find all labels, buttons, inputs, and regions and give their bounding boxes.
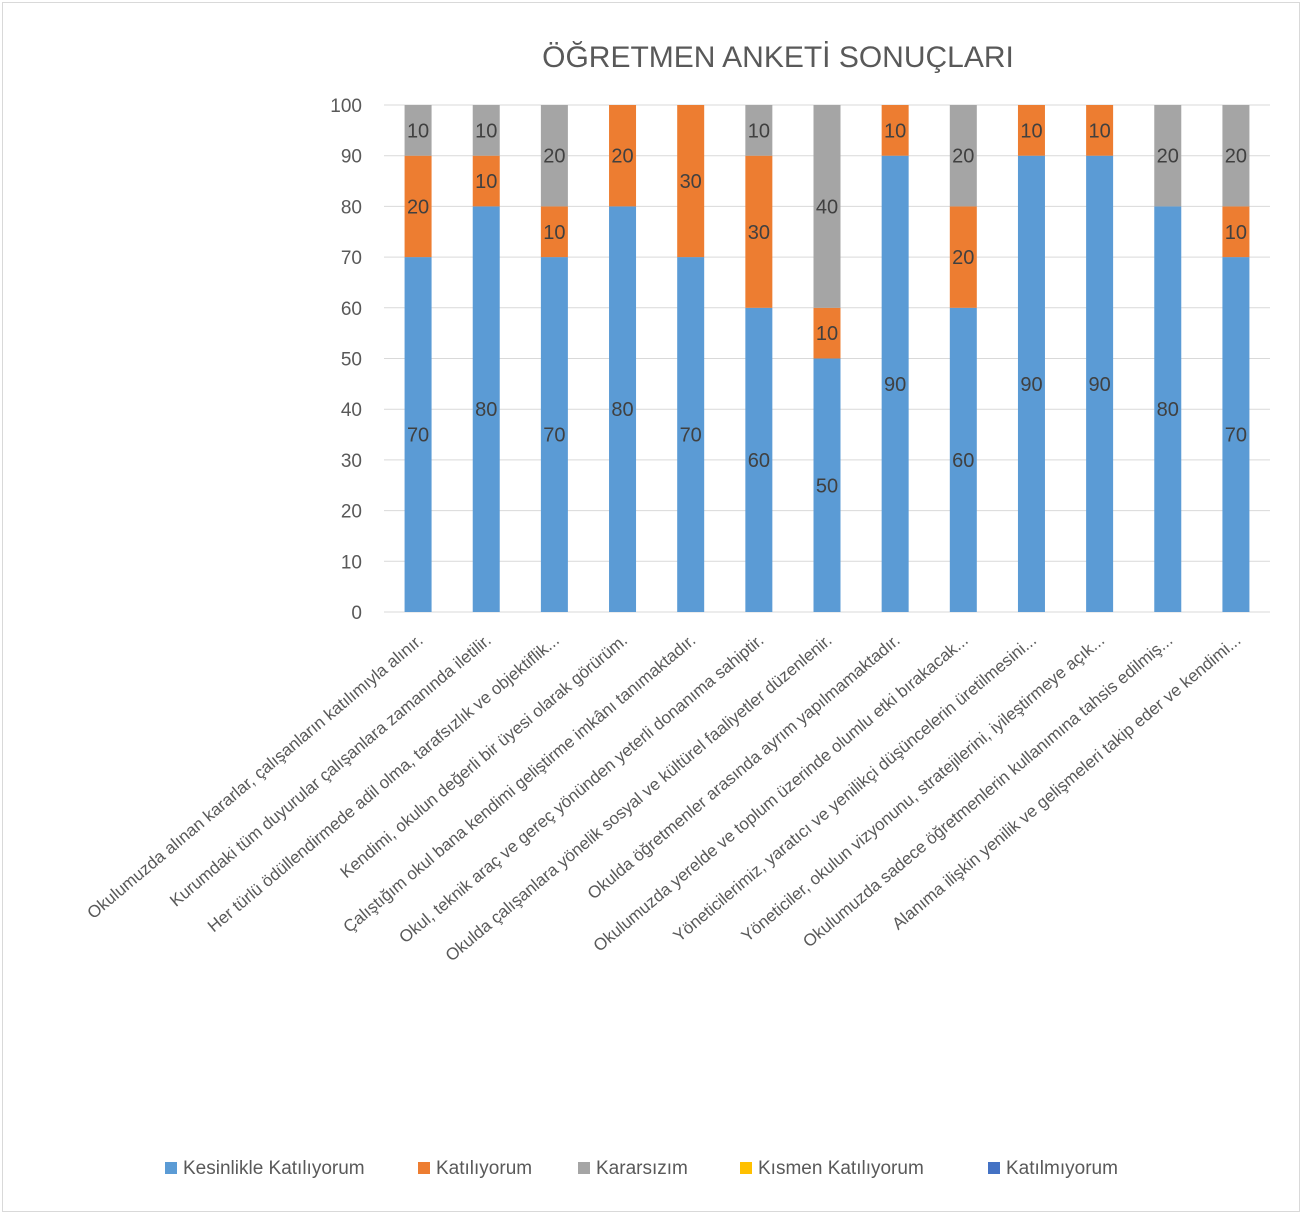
bar-segment [540,257,568,612]
bar-segment [472,155,500,207]
legend: Kesinlikle Katılıyorum Katılıyorum Kararsı… [165,1158,1118,1179]
data-label: 20 [543,146,565,168]
y-tick-label: 20 [341,502,362,523]
data-labels: 70 20 10 80 10 10 70 10 20 80 20 70 30 60 30 10 50 10 40 90… [407,120,1247,497]
bar-segment [1017,105,1045,156]
bar-segment [677,257,705,612]
bar-segment [949,105,977,207]
data-label: 70 [680,425,702,447]
data-label: 20 [407,196,429,218]
bar-segment [813,307,841,359]
legend-label: Kararsızım [596,1158,688,1179]
x-tick-label: Kurumdaki tüm duyurular çalışanlara zama… [166,631,495,911]
bar-segment [1154,105,1182,207]
data-label: 20 [1225,146,1247,168]
bar-segment [1086,155,1114,612]
data-label: 70 [407,425,429,447]
y-tick-label: 10 [341,552,362,573]
legend-label: Kısmen Katılıyorum [758,1158,924,1179]
data-label: 10 [475,171,497,193]
y-tick-label: 40 [341,400,362,421]
bar-segment [1222,206,1250,258]
data-label: 60 [748,450,770,472]
y-tick-label: 0 [351,603,362,624]
legend-swatch [418,1162,430,1174]
bar-segment [404,257,432,612]
data-label: 80 [475,399,497,421]
legend-swatch [988,1162,1000,1174]
data-label: 50 [816,475,838,497]
y-tick-label: 50 [341,350,362,371]
bar-segment [609,105,637,207]
data-label: 10 [816,323,838,345]
legend-swatch [740,1162,752,1174]
data-label: 90 [884,374,906,396]
data-label: 70 [1225,425,1247,447]
y-tick-label: 90 [341,147,362,168]
legend-swatch [165,1162,177,1174]
bar-segment [1222,257,1250,612]
data-label: 20 [952,146,974,168]
data-label: 20 [952,247,974,269]
bar-segment [813,105,841,308]
data-label: 40 [816,196,838,218]
bar-segment [745,105,773,156]
data-label: 20 [1157,146,1179,168]
data-label: 10 [748,120,770,142]
bar-segment [609,206,637,612]
data-label: 90 [1088,374,1110,396]
bar-segment [881,105,909,156]
bar-segment [813,358,841,612]
bar-segment [404,105,432,156]
data-label: 30 [680,171,702,193]
data-label: 80 [1157,399,1179,421]
bar-segment [472,105,500,156]
data-label: 10 [543,222,565,244]
bar-segment [881,155,909,612]
data-label: 10 [1020,120,1042,142]
bar-segment [1222,105,1250,207]
y-tick-label: 70 [341,248,362,269]
bar-segment [1086,105,1114,156]
bar-segment [677,105,705,258]
legend-label: Katılıyorum [436,1158,532,1179]
x-axis: Okulumuzda alınan kararlar, çalışanların… [84,631,1245,966]
data-label: 10 [475,120,497,142]
bar-segment [540,105,568,207]
data-label: 20 [611,146,633,168]
legend-label: Katılmıyorum [1006,1158,1118,1179]
bar-segment [949,206,977,308]
data-label: 10 [1088,120,1110,142]
data-label: 30 [748,222,770,244]
y-tick-label: 60 [341,299,362,320]
data-label: 10 [407,120,429,142]
bars [404,105,1250,612]
bar-segment [745,307,773,612]
y-axis: 0 10 20 30 40 50 60 70 80 90 100 [330,96,362,624]
y-tick-label: 80 [341,197,362,218]
bar-segment [745,155,773,308]
data-label: 10 [884,120,906,142]
data-label: 70 [543,425,565,447]
data-label: 60 [952,450,974,472]
bar-segment [949,307,977,612]
bar-segment [472,206,500,612]
bar-segment [540,206,568,258]
y-tick-label: 30 [341,451,362,472]
y-tick-label: 100 [330,96,362,117]
bar-segment [404,155,432,258]
bar-segment [1154,206,1182,612]
data-label: 90 [1020,374,1042,396]
legend-label: Kesinlikle Katılıyorum [183,1158,365,1179]
legend-swatch [578,1162,590,1174]
x-tick-label: Okulda öğretmenler arasında ayrım yapılm… [584,631,904,904]
chart-title: ÖĞRETMEN ANKETİ SONUÇLARI [542,41,1014,74]
data-label: 10 [1225,222,1247,244]
data-label: 80 [611,399,633,421]
bar-segment [1017,155,1045,612]
